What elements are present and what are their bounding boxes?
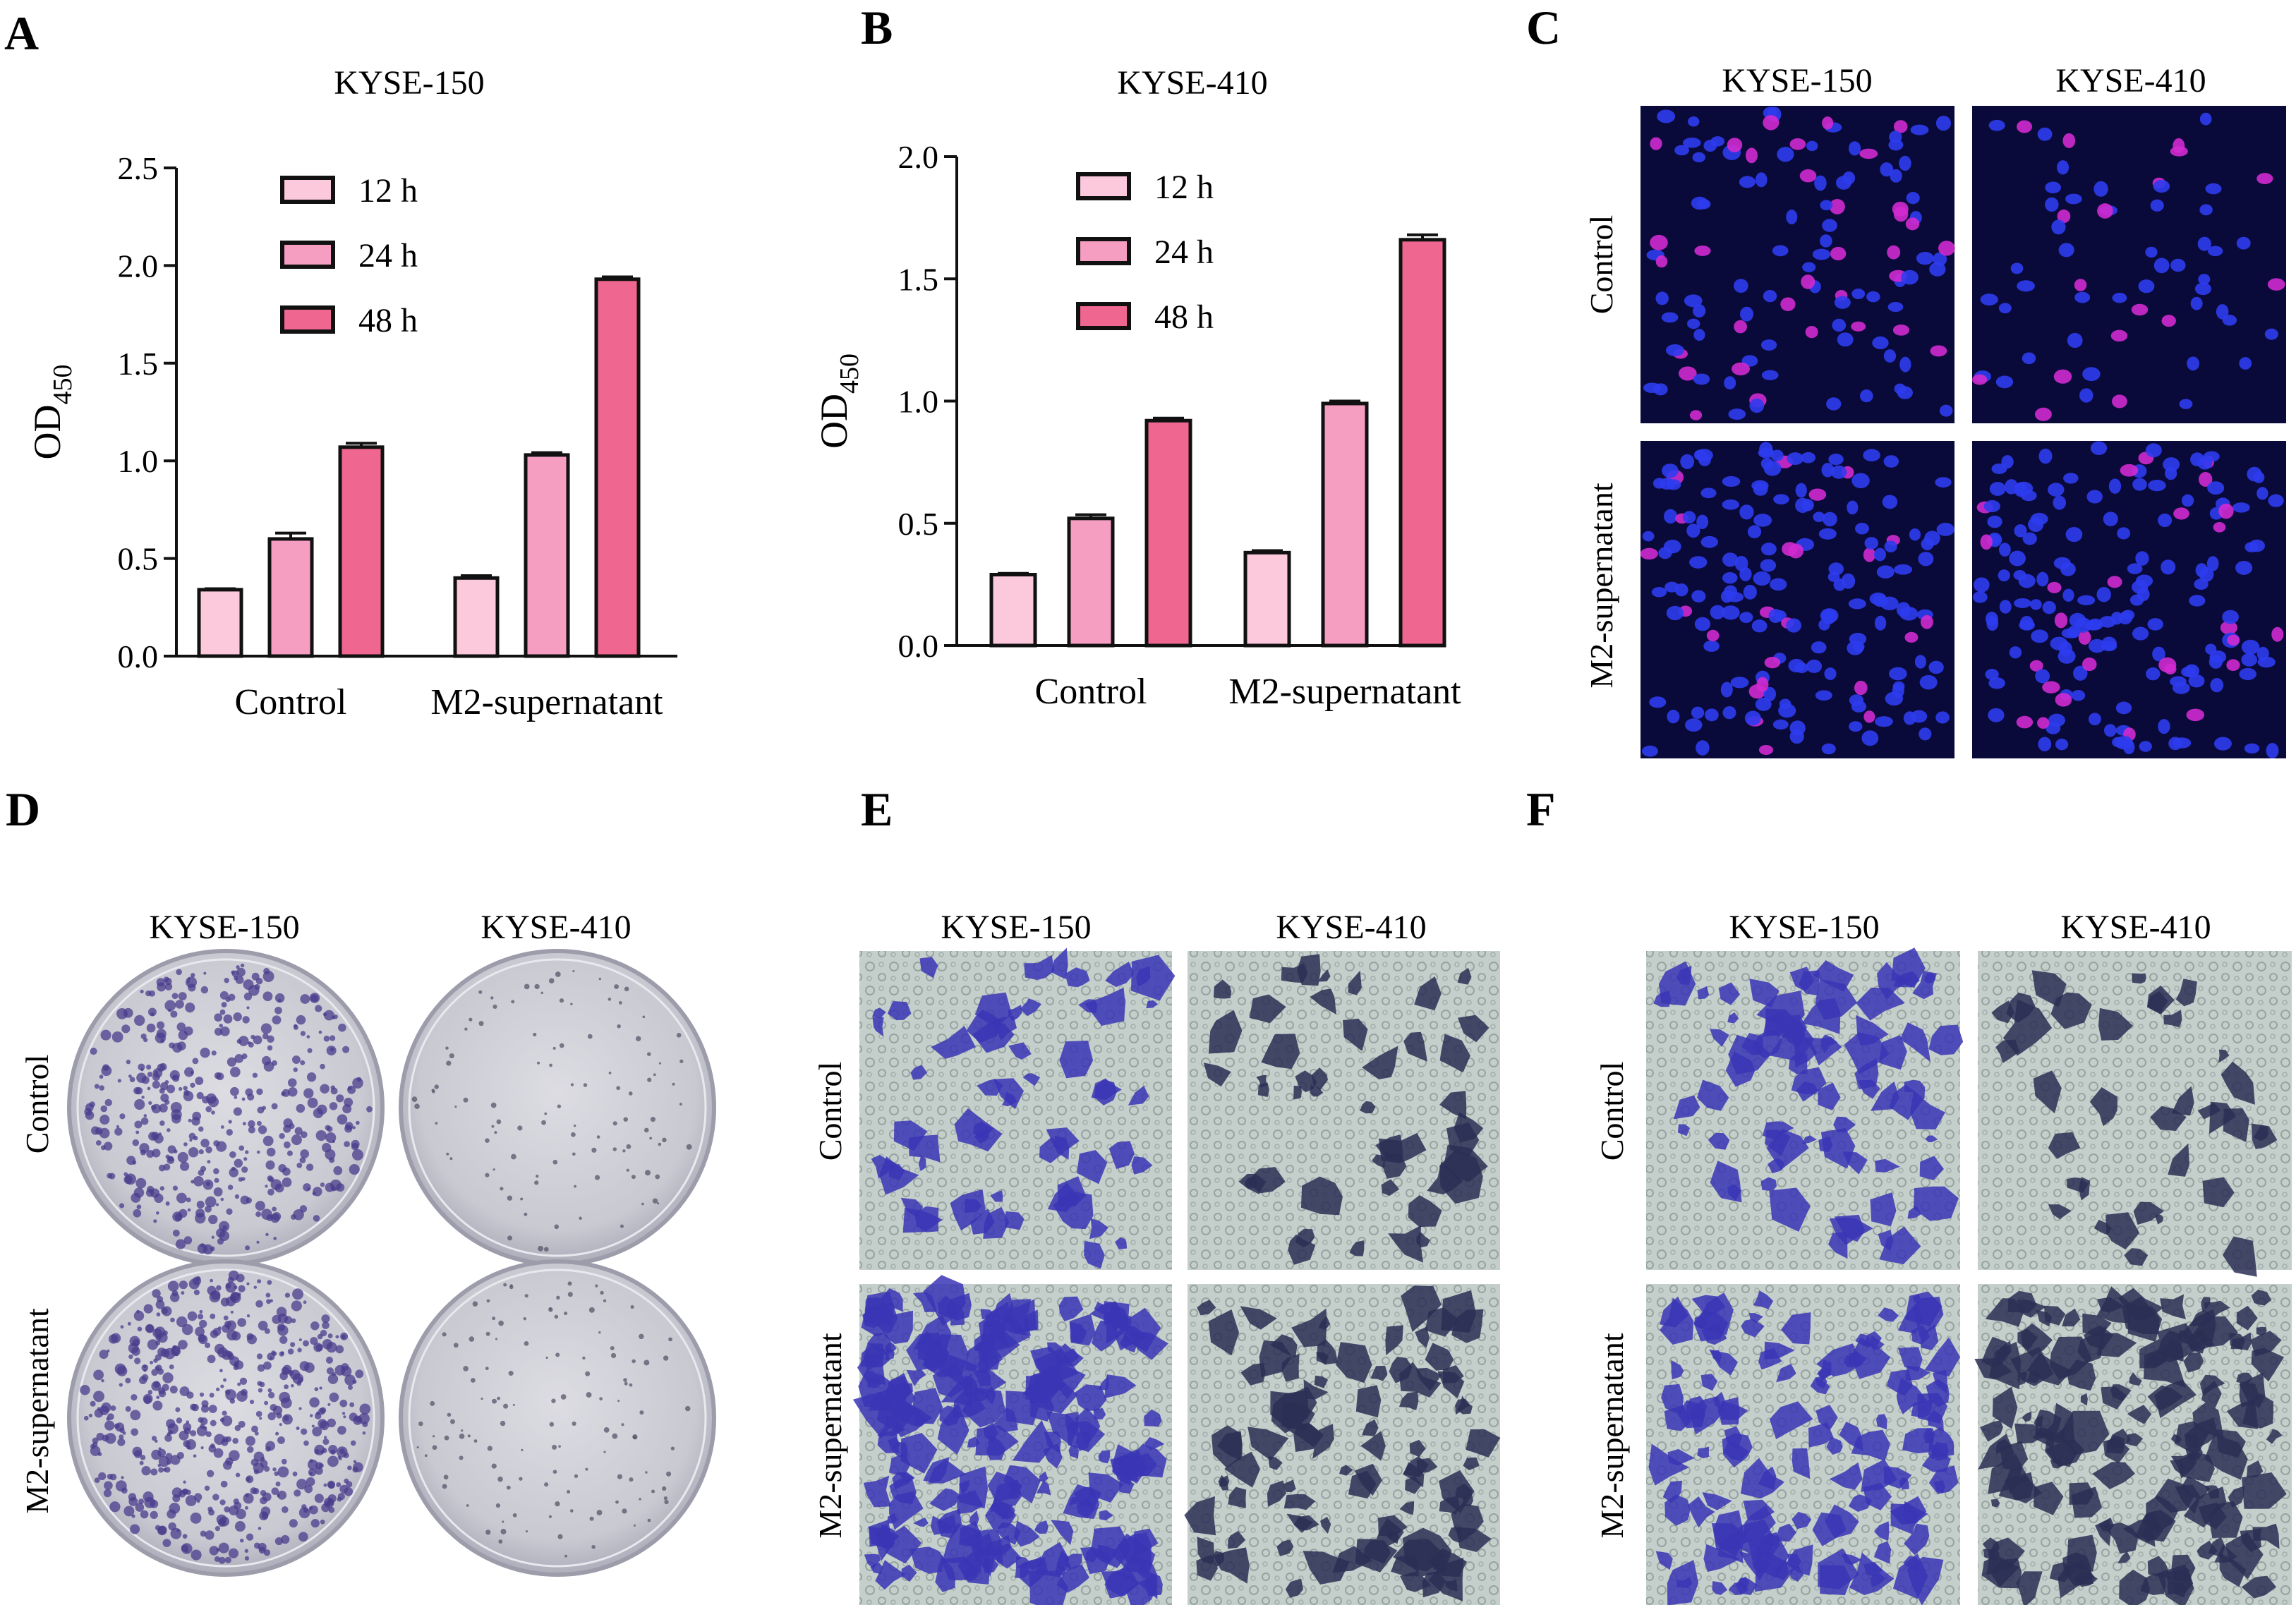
y-tick-label: 0.5 [898, 506, 939, 542]
x-category-label: Control [235, 682, 347, 722]
transwell-image [859, 947, 1176, 1270]
transwell-image [1646, 947, 1964, 1270]
panel-label-d: D [6, 782, 40, 836]
bar-12h-0 [197, 588, 243, 658]
legend-label: 12 h [358, 172, 418, 210]
panel-e-images: KYSE-150 KYSE-410 Control M2-supernatant [812, 909, 1501, 1605]
bar-48h-0 [1144, 418, 1192, 648]
panel-c-column-title-kyse410: KYSE-410 [2055, 62, 2206, 99]
panel-d-row-label-control: Control [19, 1055, 55, 1154]
legend-label: 24 h [1154, 234, 1214, 271]
transwell-image [1978, 951, 2292, 1277]
panel-c-column-title-kyse150: KYSE-150 [1722, 62, 1872, 99]
panel-f-column-title-kyse410: KYSE-410 [2060, 909, 2211, 946]
y-tick-label: 1.0 [898, 384, 939, 420]
y-tick-label: 2.0 [118, 248, 159, 284]
x-category-label: M2-supernatant [430, 682, 663, 722]
x-category-label: Control [1035, 672, 1147, 712]
legend-swatch [280, 241, 335, 269]
bar-chart-b: KYSE-410 0.0 0.5 1.0 1.5 2.0 OD450 Control M2-su… [813, 64, 1461, 712]
y-tick-label: 2.5 [118, 150, 159, 186]
panel-f-column-title-kyse150: KYSE-150 [1729, 909, 1879, 946]
y-tick-label: 0.0 [118, 638, 159, 674]
panel-e-row-label-m2: M2-supernatant [812, 1333, 848, 1538]
transwell-image [1646, 1284, 1960, 1605]
transwell-image [1184, 1284, 1501, 1605]
panel-label-f: F [1526, 782, 1556, 836]
fluorescence-image [1640, 441, 1954, 758]
transwell-image [852, 1275, 1172, 1605]
bar-chart-a: KYSE-150 0.0 0.5 1.0 1.5 2.0 2.5 OD450 Control M2… [26, 64, 677, 722]
x-category-label: M2-supernatant [1228, 672, 1461, 712]
bar-12h-1 [1243, 550, 1291, 648]
legend-swatch [280, 305, 335, 334]
colony-dish [399, 949, 716, 1266]
y-tick-label: 1.0 [118, 443, 159, 479]
y-axis-label: OD450 [813, 353, 864, 449]
y-tick-label: 1.5 [898, 261, 939, 297]
legend-label: 12 h [1154, 169, 1214, 206]
panel-e-column-title-kyse150: KYSE-150 [941, 909, 1091, 946]
transwell-image [1188, 951, 1500, 1270]
panel-label-e: E [861, 782, 893, 836]
colony-dish [399, 1259, 716, 1577]
bar-48h-1 [1398, 238, 1446, 648]
y-tick-label: 1.5 [118, 346, 159, 382]
fluorescence-image [1641, 106, 1955, 423]
panel-f-row-label-m2: M2-supernatant [1594, 1333, 1630, 1538]
panel-label-c: C [1526, 1, 1561, 54]
y-tick-label: 0.5 [118, 541, 159, 577]
panel-f-images: KYSE-150 KYSE-410 Control M2-supernatant [1594, 909, 2292, 1605]
bar-48h-1 [594, 277, 641, 658]
panel-c-row-label-m2: M2-supernatant [1583, 483, 1619, 688]
panel-c-images: KYSE-150 KYSE-410 Control M2-supernatant [1583, 62, 2286, 759]
colony-dish [67, 1259, 385, 1577]
colony-dish [67, 949, 385, 1266]
panel-d-column-title-kyse150: KYSE-150 [149, 909, 299, 946]
panel-e-row-label-control: Control [812, 1062, 848, 1161]
bar-48h-0 [338, 445, 385, 658]
fluorescence-image [1972, 441, 2286, 759]
panel-d-column-title-kyse410: KYSE-410 [481, 909, 631, 946]
panel-f-row-label-control: Control [1594, 1062, 1630, 1161]
panel-label-a: A [4, 6, 39, 60]
y-tick-label: 0.0 [898, 628, 939, 664]
y-tick-label: 2.0 [898, 139, 939, 175]
legend-swatch [1076, 172, 1131, 200]
bar-24h-1 [1321, 401, 1369, 648]
panel-c-row-label-control: Control [1583, 215, 1619, 315]
transwell-image [1974, 1284, 2292, 1605]
legend-label: 24 h [358, 237, 418, 274]
legend-swatch [280, 176, 335, 204]
panel-d-row-label-m2: M2-supernatant [19, 1308, 55, 1513]
legend-label: 48 h [1154, 298, 1214, 336]
bar-24h-1 [524, 453, 570, 658]
panel-d-images: KYSE-150 KYSE-410 Control M2-supernatant [19, 909, 716, 1577]
legend-swatch [1076, 302, 1131, 330]
legend-swatch [1076, 237, 1131, 265]
panel-label-b: B [861, 1, 893, 54]
bar-12h-1 [453, 576, 500, 658]
fluorescence-image [1972, 106, 2286, 423]
bar-24h-0 [1067, 516, 1115, 648]
y-axis-label: OD450 [26, 365, 78, 460]
panel-e-column-title-kyse410: KYSE-410 [1276, 909, 1426, 946]
bar-24h-0 [267, 537, 314, 658]
bar-12h-0 [989, 573, 1037, 648]
legend-label: 48 h [358, 302, 418, 339]
chart-title: KYSE-150 [334, 64, 484, 102]
chart-title: KYSE-410 [1117, 64, 1267, 102]
